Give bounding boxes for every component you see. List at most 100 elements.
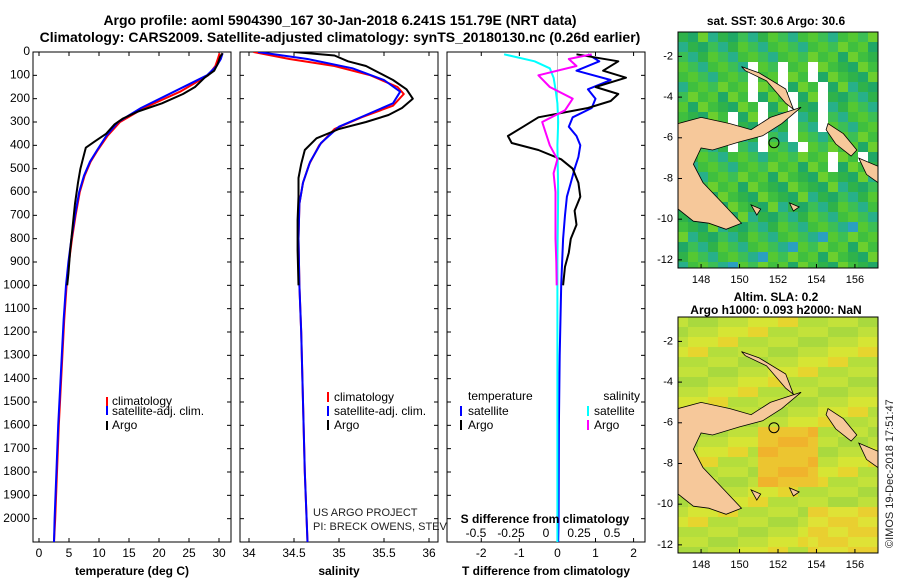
field-cell [708,42,718,52]
field-cell [728,152,738,162]
field-cell [798,507,808,517]
field-cell [838,112,848,122]
depth-tick-label: 1400 [3,371,30,385]
field-cell [868,367,878,377]
field-cell [678,367,688,377]
field-cell [678,42,688,52]
field-cell [788,387,798,397]
field-cell [768,527,778,537]
landmass-shape [750,204,762,216]
field-cell [738,42,748,52]
field-cell [708,547,718,553]
field-cell [708,92,718,102]
field-cell [708,102,718,112]
field-cell [738,357,748,367]
field-cell [678,102,688,112]
salinity-depth-ticks [240,51,438,520]
field-cell [758,387,768,397]
field-cell [858,122,868,132]
field-cell [788,262,798,268]
field-cell [828,92,838,102]
field-cell [798,427,808,437]
field-cell [848,367,858,377]
legend-sal-satellite-label: satellite [594,404,635,418]
field-cell [728,202,738,212]
field-cell [828,232,838,242]
field-cell [838,377,848,387]
x-tick-label: 1 [592,546,599,560]
depth-tick-label: 700 [10,208,30,222]
field-cell [728,507,738,517]
field-cell [728,102,738,112]
field-cell [818,377,828,387]
field-cell [788,172,798,182]
field-cell [678,397,688,407]
field-cell [868,52,878,62]
legend-salinity-title: salinity [603,389,640,403]
salinity-x-label: salinity [318,564,360,578]
field-cell [798,517,808,527]
field-cell [768,142,778,152]
field-cell [758,487,768,497]
field-cell [788,42,798,52]
field-cell [718,537,728,547]
field-cell [738,447,748,457]
field-cell [718,182,728,192]
field-cell [858,417,868,427]
field-cell [768,357,778,367]
sla-argo-location-marker [768,422,780,434]
field-cell [818,42,828,52]
field-cell [708,447,718,457]
field-cell [768,162,778,172]
difference-plot-frame [446,51,646,543]
field-cell [808,527,818,537]
field-cell [818,517,828,527]
field-cell [868,347,878,357]
field-cell [838,537,848,547]
field-cell [818,457,828,467]
field-cell [738,377,748,387]
field-cell [858,32,868,42]
field-cell [708,337,718,347]
field-cell [708,232,718,242]
field-cell [758,232,768,242]
field-cell [808,517,818,527]
field-cell [738,242,748,252]
field-cell [828,252,838,262]
field-cell [838,92,848,102]
field-cell [798,132,808,142]
field-cell [758,92,768,102]
salinity-series [253,52,414,542]
field-cell [798,537,808,547]
field-cell [718,172,728,182]
field-cell [758,437,768,447]
field-cell [718,162,728,172]
field-cell [748,82,758,92]
field-cell [698,397,708,407]
field-cell [778,477,788,487]
field-cell [758,242,768,252]
field-cell [808,397,818,407]
lon-tick-label: 154 [807,559,825,571]
field-cell [828,487,838,497]
field-cell [868,477,878,487]
field-cell [798,102,808,112]
field-cell [808,547,818,553]
field-cell [798,182,808,192]
field-cell [698,547,708,553]
field-cell [738,192,748,202]
field-cell [698,42,708,52]
field-cell [818,132,828,142]
field-cell [768,387,778,397]
field-cell [858,262,868,268]
field-cell [798,467,808,477]
field-cell [838,62,848,72]
field-cell [828,437,838,447]
field-cell [738,337,748,347]
field-cell [868,497,878,507]
field-cell [858,202,868,212]
field-cell [698,317,708,327]
field-cell [688,377,698,387]
field-cell [838,467,848,477]
